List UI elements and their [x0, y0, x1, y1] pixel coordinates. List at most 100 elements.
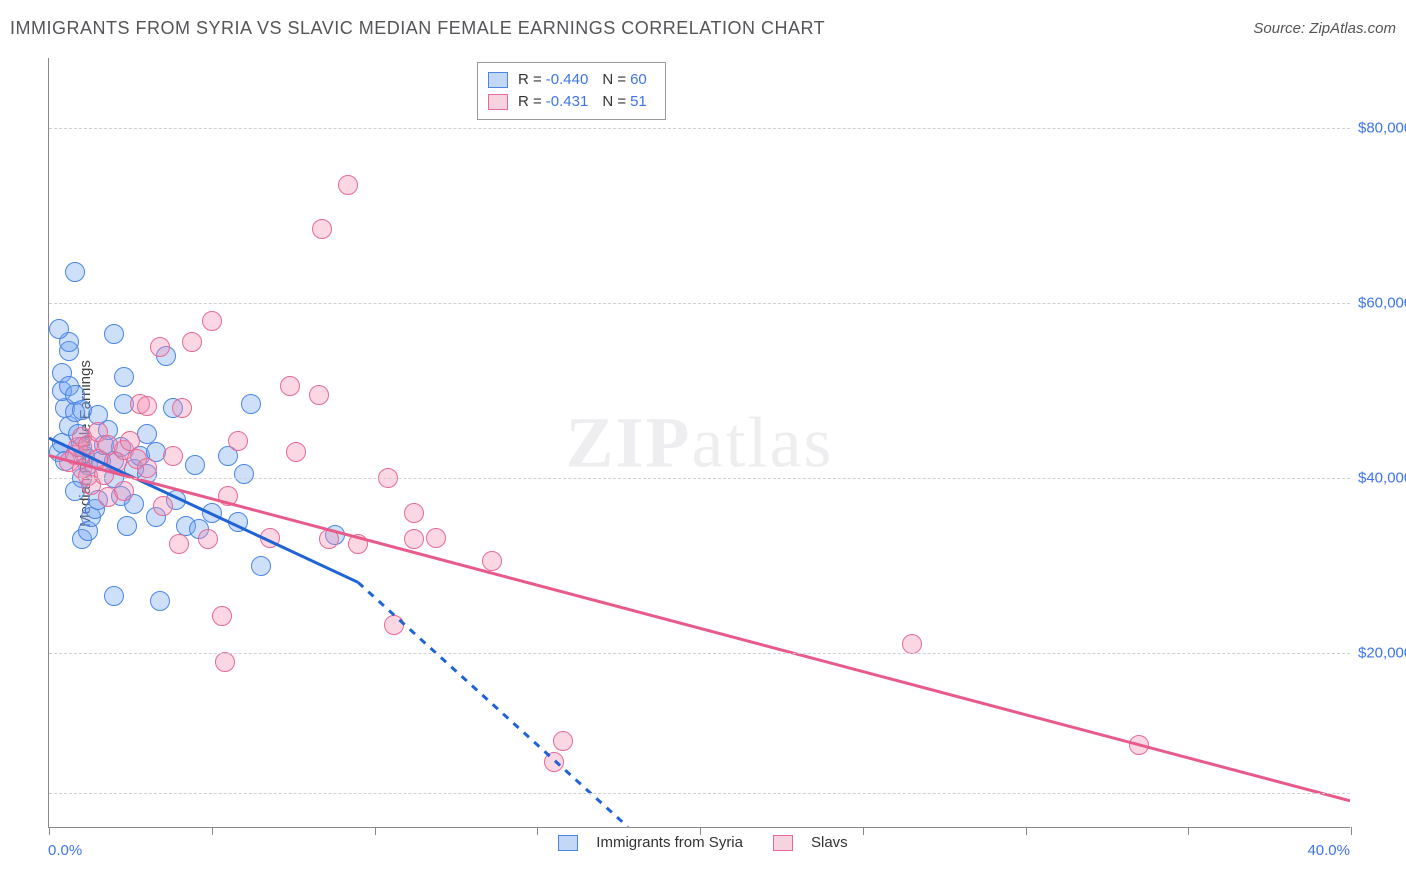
point-syria	[202, 503, 222, 523]
point-syria	[52, 381, 72, 401]
point-syria	[59, 332, 79, 352]
point-syria	[163, 398, 183, 418]
point-syria	[85, 499, 105, 519]
h-gridline	[49, 793, 1350, 794]
n-value-syria: 60	[626, 69, 651, 91]
point-slavs	[384, 615, 404, 635]
point-syria	[59, 416, 79, 436]
point-syria	[68, 424, 88, 444]
y-tick-label: $60,000	[1358, 295, 1406, 312]
point-syria	[65, 481, 85, 501]
point-slavs	[59, 452, 79, 472]
point-slavs	[544, 752, 564, 772]
series-legend: Immigrants from Syria Slavs	[0, 834, 1406, 851]
point-slavs	[404, 529, 424, 549]
watermark-strong: ZIP	[566, 402, 692, 482]
point-syria	[49, 319, 69, 339]
legend-swatch-slavs	[773, 835, 793, 851]
point-slavs	[1129, 735, 1149, 755]
point-slavs	[114, 440, 134, 460]
point-syria	[72, 400, 92, 420]
point-syria	[325, 525, 345, 545]
point-syria	[59, 341, 79, 361]
watermark-light: atlas	[692, 402, 834, 482]
point-syria	[88, 405, 108, 425]
point-syria	[241, 394, 261, 414]
point-syria	[65, 385, 85, 405]
point-syria	[137, 464, 157, 484]
point-slavs	[94, 465, 114, 485]
point-slavs	[127, 449, 147, 469]
point-slavs	[120, 431, 140, 451]
corr-row-syria: R = -0.440 N = 60	[488, 69, 651, 91]
point-slavs	[169, 534, 189, 554]
point-syria	[130, 446, 150, 466]
swatch-syria	[488, 72, 508, 88]
point-syria	[72, 437, 92, 457]
chart-plot-area: ZIPatlas R = -0.440 N = 60 R = -0.431 N …	[48, 58, 1350, 828]
corr-row-slavs: R = -0.431 N = 51	[488, 91, 651, 113]
point-slavs	[309, 385, 329, 405]
point-syria	[124, 459, 144, 479]
point-slavs	[348, 534, 368, 554]
point-slavs	[137, 396, 157, 416]
point-slavs	[902, 634, 922, 654]
point-syria	[98, 420, 118, 440]
r-label: R =	[518, 69, 542, 91]
watermark: ZIPatlas	[566, 401, 834, 484]
point-syria	[78, 521, 98, 541]
point-slavs	[72, 459, 92, 479]
source-name: ZipAtlas.com	[1309, 20, 1396, 37]
point-syria	[234, 464, 254, 484]
point-syria	[117, 516, 137, 536]
point-syria	[114, 367, 134, 387]
y-tick-label: $40,000	[1358, 470, 1406, 487]
point-syria	[65, 402, 85, 422]
correlation-legend: R = -0.440 N = 60 R = -0.431 N = 51	[477, 62, 666, 120]
h-gridline	[49, 478, 1350, 479]
point-syria	[94, 435, 114, 455]
n-value-slavs: 51	[626, 91, 651, 113]
point-syria	[78, 455, 98, 475]
r-label: R =	[518, 91, 542, 113]
point-slavs	[153, 496, 173, 516]
point-syria	[111, 437, 131, 457]
point-slavs	[338, 175, 358, 195]
point-syria	[251, 556, 271, 576]
point-slavs	[88, 449, 108, 469]
point-syria	[55, 451, 75, 471]
point-slavs	[172, 398, 192, 418]
point-syria	[146, 442, 166, 462]
point-slavs	[114, 481, 134, 501]
swatch-slavs	[488, 94, 508, 110]
point-syria	[150, 591, 170, 611]
point-syria	[81, 507, 101, 527]
point-slavs	[78, 435, 98, 455]
point-slavs	[280, 376, 300, 396]
point-slavs	[182, 332, 202, 352]
h-gridline	[49, 128, 1350, 129]
legend-swatch-syria	[558, 835, 578, 851]
n-label: N =	[602, 69, 626, 91]
point-syria	[104, 586, 124, 606]
n-label: N =	[602, 91, 626, 113]
point-syria	[49, 442, 69, 462]
point-slavs	[260, 528, 280, 548]
point-syria	[91, 451, 111, 471]
point-slavs	[202, 311, 222, 331]
point-slavs	[404, 503, 424, 523]
point-syria	[189, 519, 209, 539]
r-value-slavs: -0.431	[542, 91, 593, 113]
point-syria	[137, 424, 157, 444]
point-syria	[55, 398, 75, 418]
source-credit: Source: ZipAtlas.com	[1253, 20, 1396, 37]
legend-label-syria: Immigrants from Syria	[596, 834, 743, 851]
point-slavs	[98, 435, 118, 455]
h-gridline	[49, 303, 1350, 304]
point-slavs	[107, 452, 127, 472]
point-syria	[88, 490, 108, 510]
point-syria	[72, 529, 92, 549]
point-slavs	[228, 431, 248, 451]
point-syria	[75, 446, 95, 466]
point-slavs	[212, 606, 232, 626]
